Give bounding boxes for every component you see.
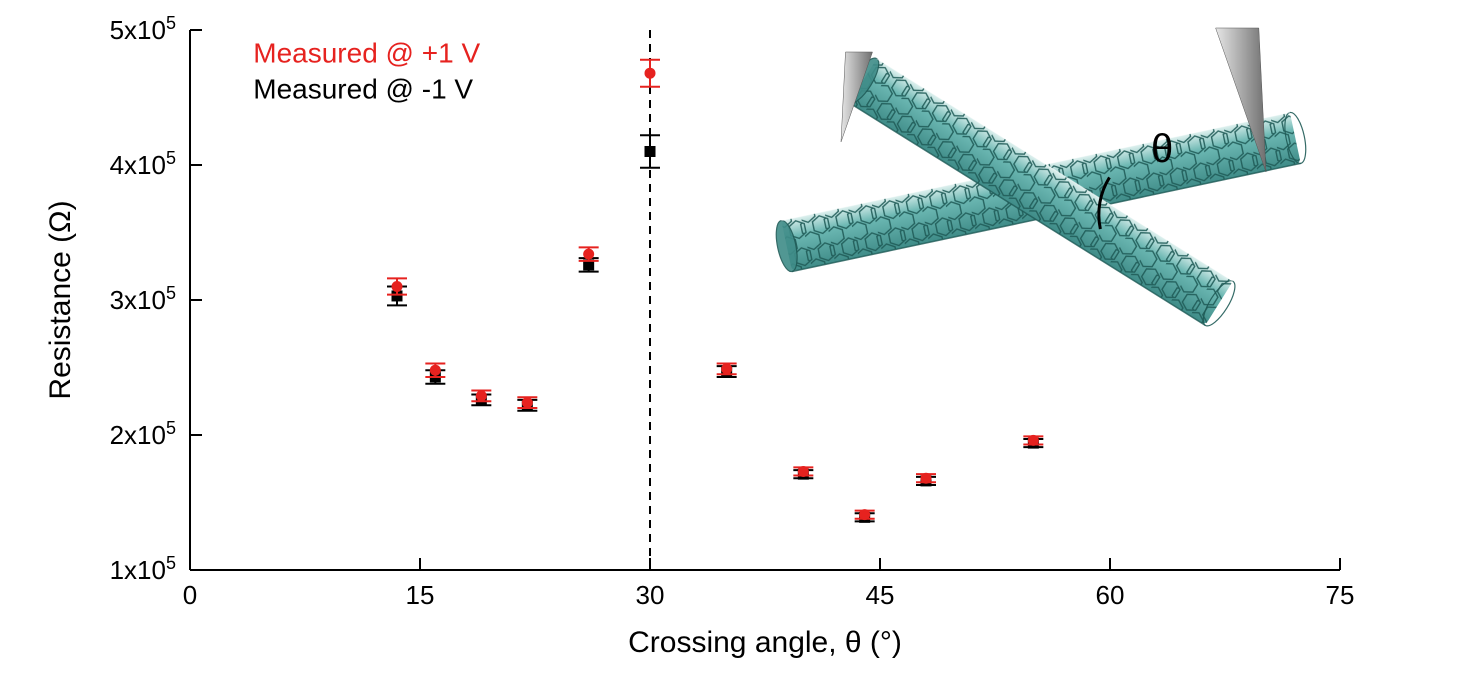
legend-item: Measured @ -1 V	[253, 73, 473, 104]
y-axis-title: Resistance (Ω)	[44, 200, 77, 399]
x-tick-label: 45	[866, 580, 895, 610]
x-tick-label: 0	[183, 580, 197, 610]
x-axis-title: Crossing angle, θ (°)	[628, 626, 902, 659]
x-tick-label: 15	[406, 580, 435, 610]
x-tick-label: 60	[1096, 580, 1125, 610]
theta-label: θ	[1151, 127, 1173, 171]
x-tick-label: 30	[636, 580, 665, 610]
legend-item: Measured @ +1 V	[253, 37, 480, 68]
x-tick-label: 75	[1326, 580, 1355, 610]
